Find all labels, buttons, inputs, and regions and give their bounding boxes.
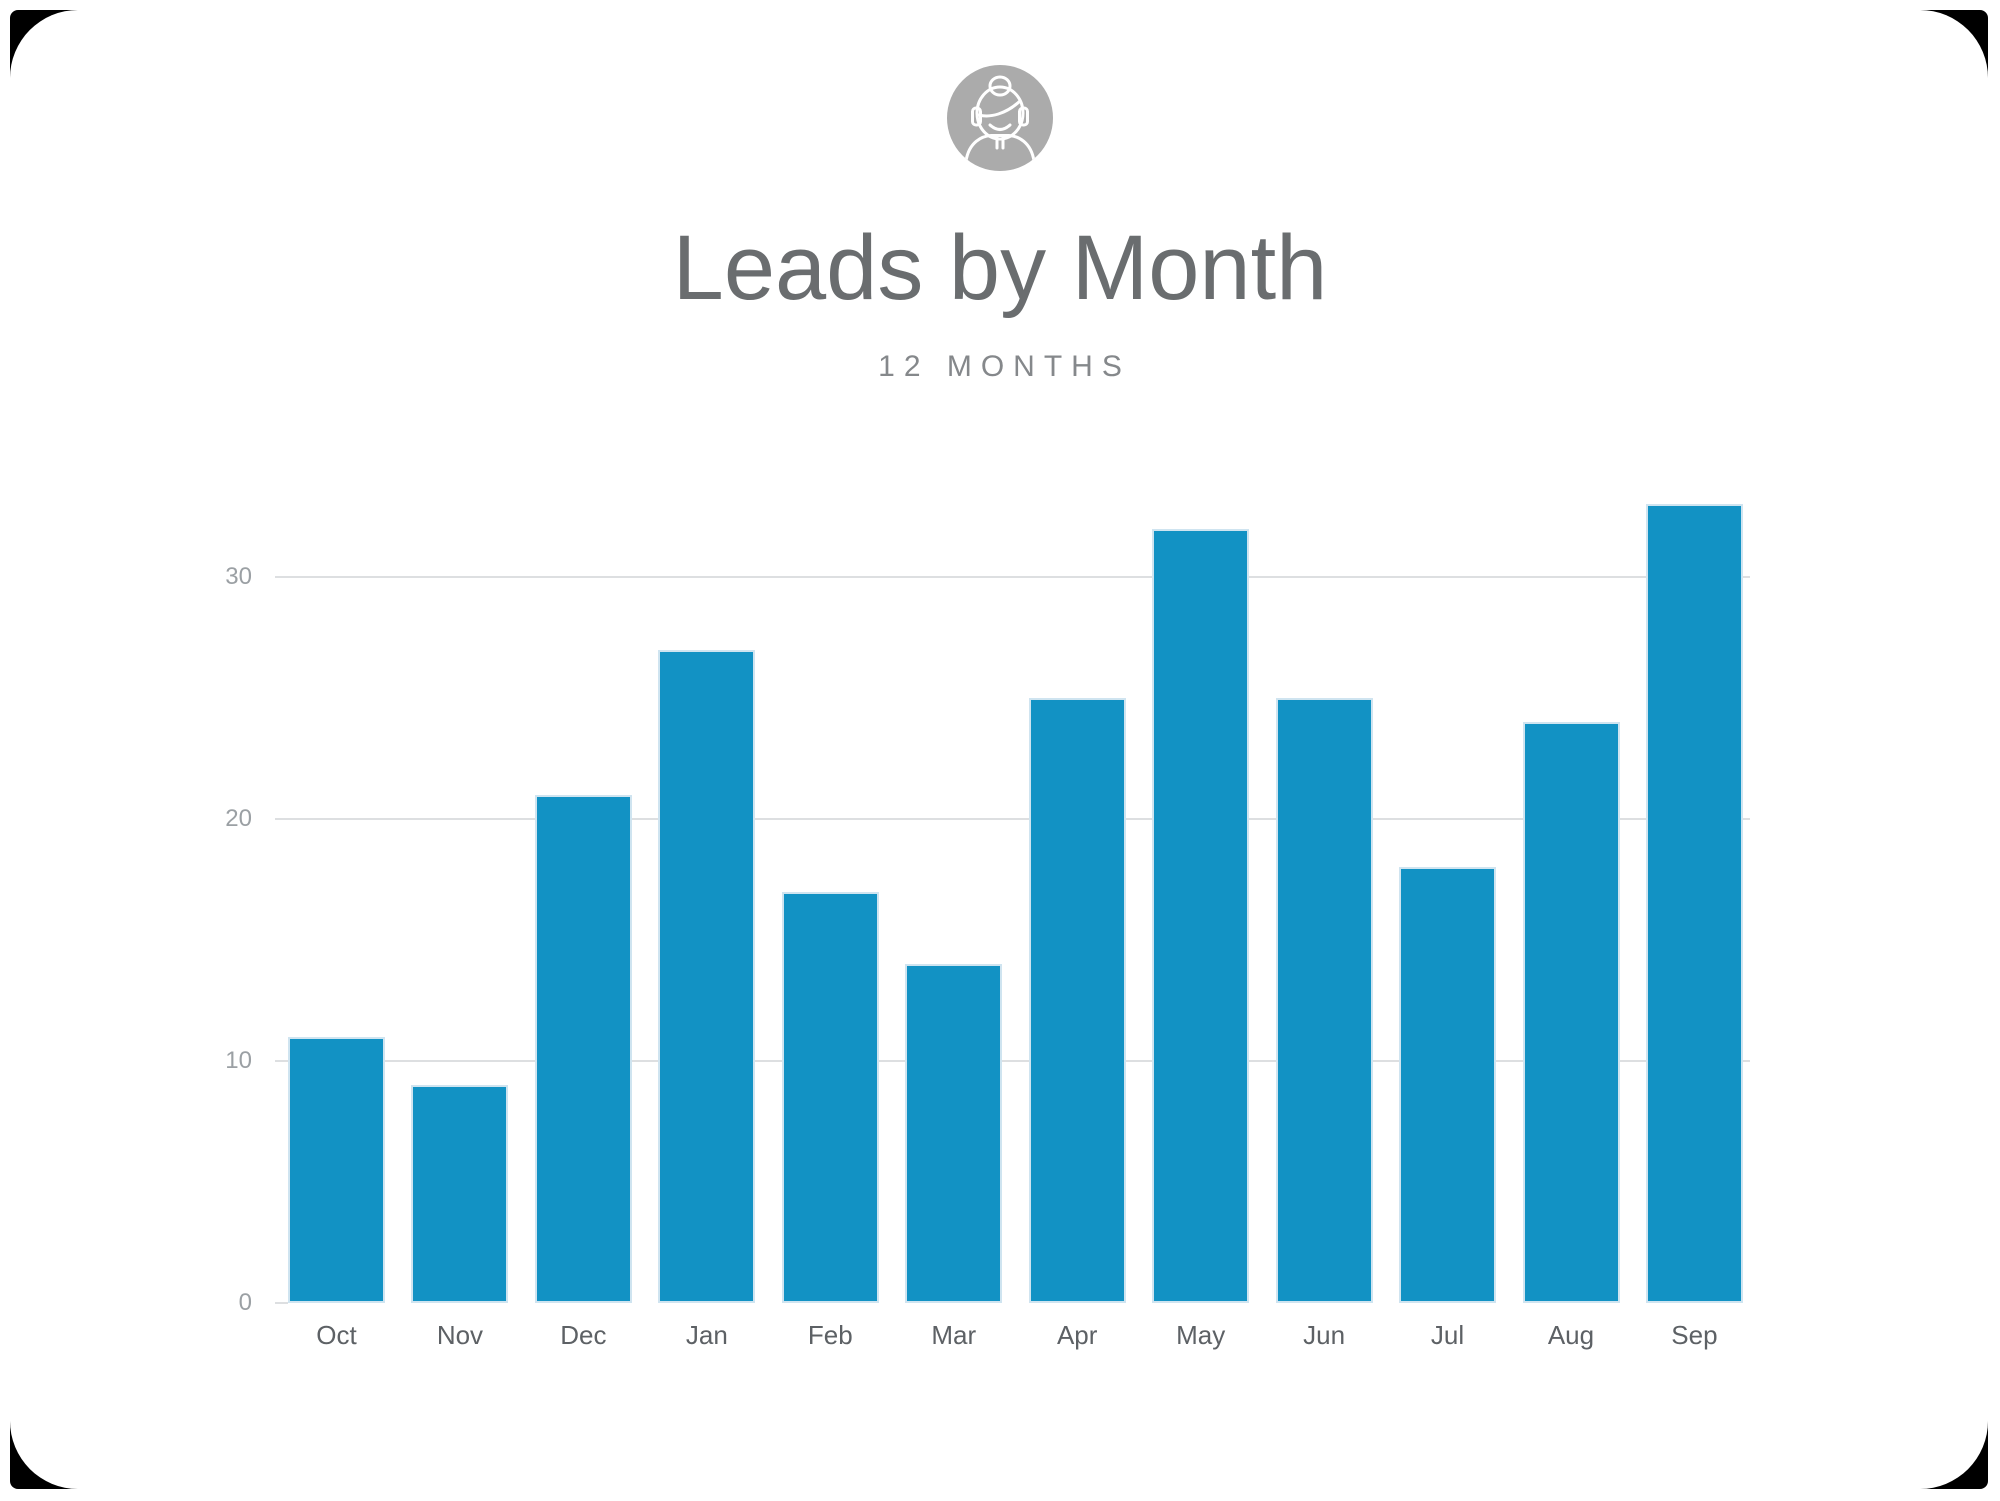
bar-feb[interactable] xyxy=(781,891,879,1303)
avatar-line-art xyxy=(964,75,1036,163)
bar-jun[interactable] xyxy=(1275,698,1373,1303)
support-agent-icon xyxy=(947,65,1053,171)
x-axis-label: Jun xyxy=(1303,1320,1346,1350)
y-axis-label: 20 xyxy=(225,805,252,832)
bar-mar[interactable] xyxy=(905,964,1003,1303)
bar-sep[interactable] xyxy=(1645,504,1743,1303)
x-axis-label: Sep xyxy=(1671,1320,1718,1350)
gridline-10 xyxy=(275,1060,1750,1062)
gridline-30 xyxy=(275,576,1750,578)
x-axis-label: Aug xyxy=(1547,1320,1595,1350)
x-axis-label: Oct xyxy=(316,1320,357,1350)
x-axis-label: Dec xyxy=(560,1320,607,1350)
bar-may[interactable] xyxy=(1152,528,1250,1303)
y-axis-label: 30 xyxy=(225,563,252,590)
chart-subtitle: 12 MONTHS xyxy=(878,350,1131,383)
bar-jul[interactable] xyxy=(1399,867,1497,1303)
zero-tick xyxy=(275,1302,288,1304)
x-axis-label: Mar xyxy=(931,1320,977,1350)
x-axis-label: Jul xyxy=(1430,1320,1465,1350)
x-axis-label: Feb xyxy=(807,1320,853,1350)
x-axis-label: Jan xyxy=(685,1320,728,1350)
chart-title: Leads by Month xyxy=(672,217,1328,319)
x-axis-label: Nov xyxy=(436,1320,484,1350)
y-axis-label: 0 xyxy=(238,1289,252,1316)
bar-apr[interactable] xyxy=(1028,698,1126,1303)
bar-dec[interactable] xyxy=(534,794,632,1303)
y-axis-label: 10 xyxy=(225,1047,252,1074)
gridline-20 xyxy=(275,818,1750,820)
bar-jan[interactable] xyxy=(658,649,756,1303)
x-axis-label: May xyxy=(1176,1320,1226,1350)
bar-aug[interactable] xyxy=(1522,722,1620,1303)
bar-nov[interactable] xyxy=(411,1085,509,1303)
bar-oct[interactable] xyxy=(288,1036,385,1303)
x-axis-label: Apr xyxy=(1056,1320,1098,1350)
